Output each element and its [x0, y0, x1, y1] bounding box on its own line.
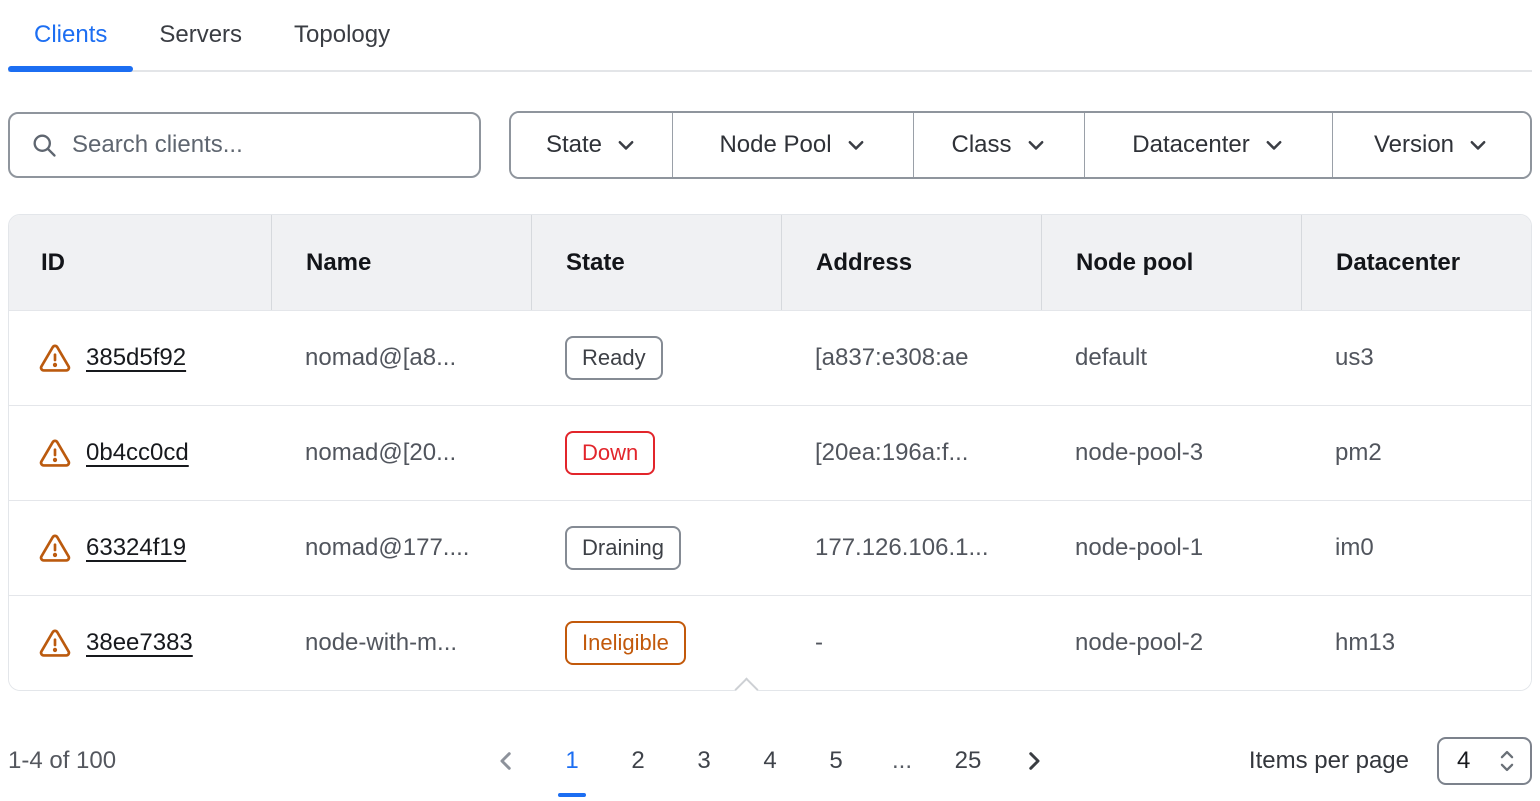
chevron-down-icon	[1028, 141, 1043, 150]
chevron-down-icon	[618, 141, 634, 150]
filter-label: Class	[951, 131, 1012, 158]
client-name: nomad@[20...	[305, 439, 457, 466]
warning-icon	[39, 534, 71, 562]
filter-group: State Node Pool Class Datacenter Version	[509, 111, 1532, 179]
chevron-left-icon	[500, 752, 511, 770]
table-row[interactable]: 63324f19 nomad@177.... Draining 177.126.…	[9, 500, 1531, 595]
filter-label: Node Pool	[719, 131, 832, 158]
chevron-down-icon	[1266, 141, 1282, 150]
page-number[interactable]: 2	[631, 747, 645, 774]
chevrons-up-down-icon	[1500, 750, 1514, 772]
items-per-page: Items per page 4	[1067, 737, 1532, 785]
items-per-page-label: Items per page	[1248, 747, 1409, 774]
client-id-link[interactable]: 385d5f92	[86, 344, 187, 371]
chevron-down-icon	[848, 141, 863, 150]
client-id-link[interactable]: 38ee7383	[86, 629, 193, 656]
column-header-datacenter: Datacenter	[1301, 215, 1531, 310]
pager: 1 2 3 4 5 ... 25	[473, 739, 1067, 783]
search-box	[8, 112, 481, 178]
client-id-link[interactable]: 0b4cc0cd	[86, 439, 189, 466]
warning-icon	[39, 629, 71, 657]
state-badge: Ready	[565, 336, 663, 380]
column-header-state: State	[531, 215, 781, 310]
filter-label: State	[545, 131, 603, 158]
chevron-right-icon	[1029, 752, 1040, 770]
page-number[interactable]: 25	[954, 747, 982, 774]
state-badge: Ineligible	[565, 621, 686, 665]
filter-class-button[interactable]: Class	[913, 113, 1084, 177]
page-range-label: 1-4 of 100	[8, 747, 117, 774]
table-row[interactable]: 385d5f92 nomad@[a8... Ready [a837:e308:a…	[9, 310, 1531, 405]
tab-label: Servers	[159, 21, 243, 48]
tab-label: Topology	[294, 21, 391, 48]
client-datacenter: pm2	[1335, 439, 1382, 466]
filter-state-button[interactable]: State	[511, 113, 672, 177]
client-datacenter: us3	[1335, 344, 1374, 371]
next-page-button[interactable]	[1012, 739, 1056, 783]
filter-node-pool-button[interactable]: Node Pool	[672, 113, 913, 177]
pagination-bar: 1-4 of 100 1 2 3 4 5 ... 25 Items per pa…	[8, 721, 1532, 801]
client-datacenter: hm13	[1335, 629, 1396, 656]
client-node-pool: default	[1075, 344, 1148, 371]
column-header-node-pool: Node pool	[1041, 215, 1301, 310]
tab-bar: Clients Servers Topology	[8, 0, 1532, 72]
client-datacenter: im0	[1335, 534, 1374, 561]
search-icon	[33, 134, 56, 157]
toolbar: State Node Pool Class Datacenter Version	[8, 111, 1532, 179]
state-badge: Draining	[565, 526, 681, 570]
client-name: node-with-m...	[305, 629, 458, 656]
clients-table: ID Name State Address Node pool Datacent…	[8, 214, 1532, 691]
table-row[interactable]: 38ee7383 node-with-m... Ineligible - nod…	[9, 595, 1531, 690]
filter-version-button[interactable]: Version	[1332, 113, 1530, 177]
client-address: [20ea:196a:f...	[815, 439, 969, 466]
client-node-pool: node-pool-2	[1075, 629, 1204, 656]
page-number[interactable]: 5	[829, 747, 843, 774]
filter-datacenter-button[interactable]: Datacenter	[1084, 113, 1332, 177]
warning-icon	[39, 439, 71, 467]
tab-label: Clients	[34, 21, 108, 48]
filter-label: Version	[1373, 131, 1455, 158]
column-header-name: Name	[271, 215, 531, 310]
page-number[interactable]: 1	[550, 739, 594, 783]
table-header: ID Name State Address Node pool Datacent…	[9, 215, 1531, 310]
client-address: -	[815, 629, 823, 656]
client-id-link[interactable]: 63324f19	[86, 534, 187, 561]
state-badge: Down	[565, 431, 656, 475]
client-node-pool: node-pool-3	[1075, 439, 1204, 466]
previous-page-button[interactable]	[484, 739, 528, 783]
client-name: nomad@[a8...	[305, 344, 457, 371]
table-row[interactable]: 0b4cc0cd nomad@[20... Down [20ea:196a:f.…	[9, 405, 1531, 500]
client-address: [a837:e308:ae	[815, 344, 969, 371]
client-address: 177.126.106.1...	[815, 534, 989, 561]
search-input[interactable]	[72, 131, 459, 159]
page-number[interactable]: 3	[697, 747, 711, 774]
column-header-id: ID	[41, 248, 65, 276]
filter-label: Datacenter	[1132, 131, 1250, 158]
tab-clients[interactable]: Clients	[8, 0, 134, 72]
tab-topology[interactable]: Topology	[268, 0, 416, 70]
client-node-pool: node-pool-1	[1075, 534, 1204, 561]
chevron-down-icon	[1470, 141, 1486, 150]
client-name: nomad@177....	[305, 534, 470, 561]
page-ellipsis: ...	[891, 747, 912, 774]
tab-servers[interactable]: Servers	[133, 0, 268, 70]
page-number[interactable]: 4	[763, 747, 777, 774]
items-per-page-select[interactable]: 4	[1437, 737, 1532, 785]
items-per-page-value: 4	[1457, 747, 1471, 774]
column-header-address: Address	[781, 215, 1041, 310]
warning-icon	[39, 344, 71, 372]
